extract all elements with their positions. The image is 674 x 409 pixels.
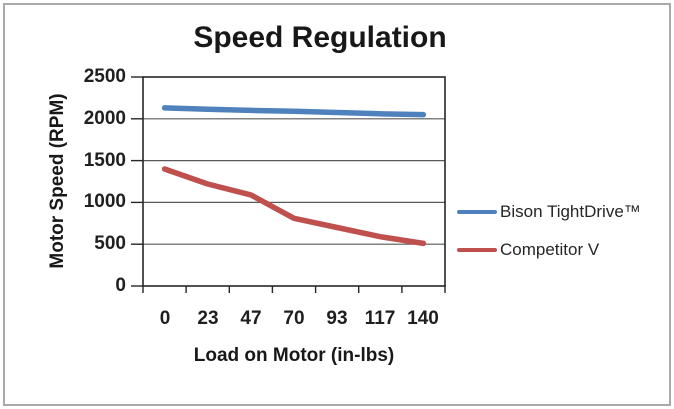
legend-line-swatch-blue (457, 209, 497, 215)
x-tick-label: 117 (364, 308, 396, 329)
series-line-1 (161, 166, 427, 247)
x-tick-label: 70 (283, 308, 305, 329)
plot-area (131, 76, 446, 293)
y-axis-title: Motor Speed (RPM) (47, 93, 68, 269)
legend-line-swatch-red (457, 247, 497, 253)
y-tick-label: 2500 (83, 66, 126, 87)
image-border-frame (3, 3, 671, 406)
y-tick-label: 1000 (83, 191, 126, 212)
series-line-0 (161, 105, 427, 118)
y-tick-label: 1500 (83, 150, 126, 171)
legend-item-competitor-v: Competitor V (457, 237, 641, 263)
x-tick-label: 140 (407, 308, 439, 329)
y-tick-label: 500 (94, 233, 126, 254)
legend-item-bison-tightdrive: Bison TightDrive™ (457, 199, 641, 225)
legend: Bison TightDrive™ Competitor V (457, 199, 641, 275)
chart-title: Speed Regulation (193, 21, 447, 54)
y-tick-label: 2000 (83, 108, 126, 129)
x-tick-label: 0 (159, 308, 171, 329)
y-tick-label: 0 (115, 275, 126, 296)
x-tick-label: 47 (240, 308, 262, 329)
plot-border (142, 76, 446, 287)
x-tick-label: 23 (197, 308, 219, 329)
x-tick-label: 93 (326, 308, 348, 329)
legend-label-competitor-v: Competitor V (500, 240, 600, 259)
x-axis-title: Load on Motor (in-lbs) (193, 345, 395, 366)
legend-label-bison-tightdrive: Bison TightDrive™ (500, 202, 641, 221)
